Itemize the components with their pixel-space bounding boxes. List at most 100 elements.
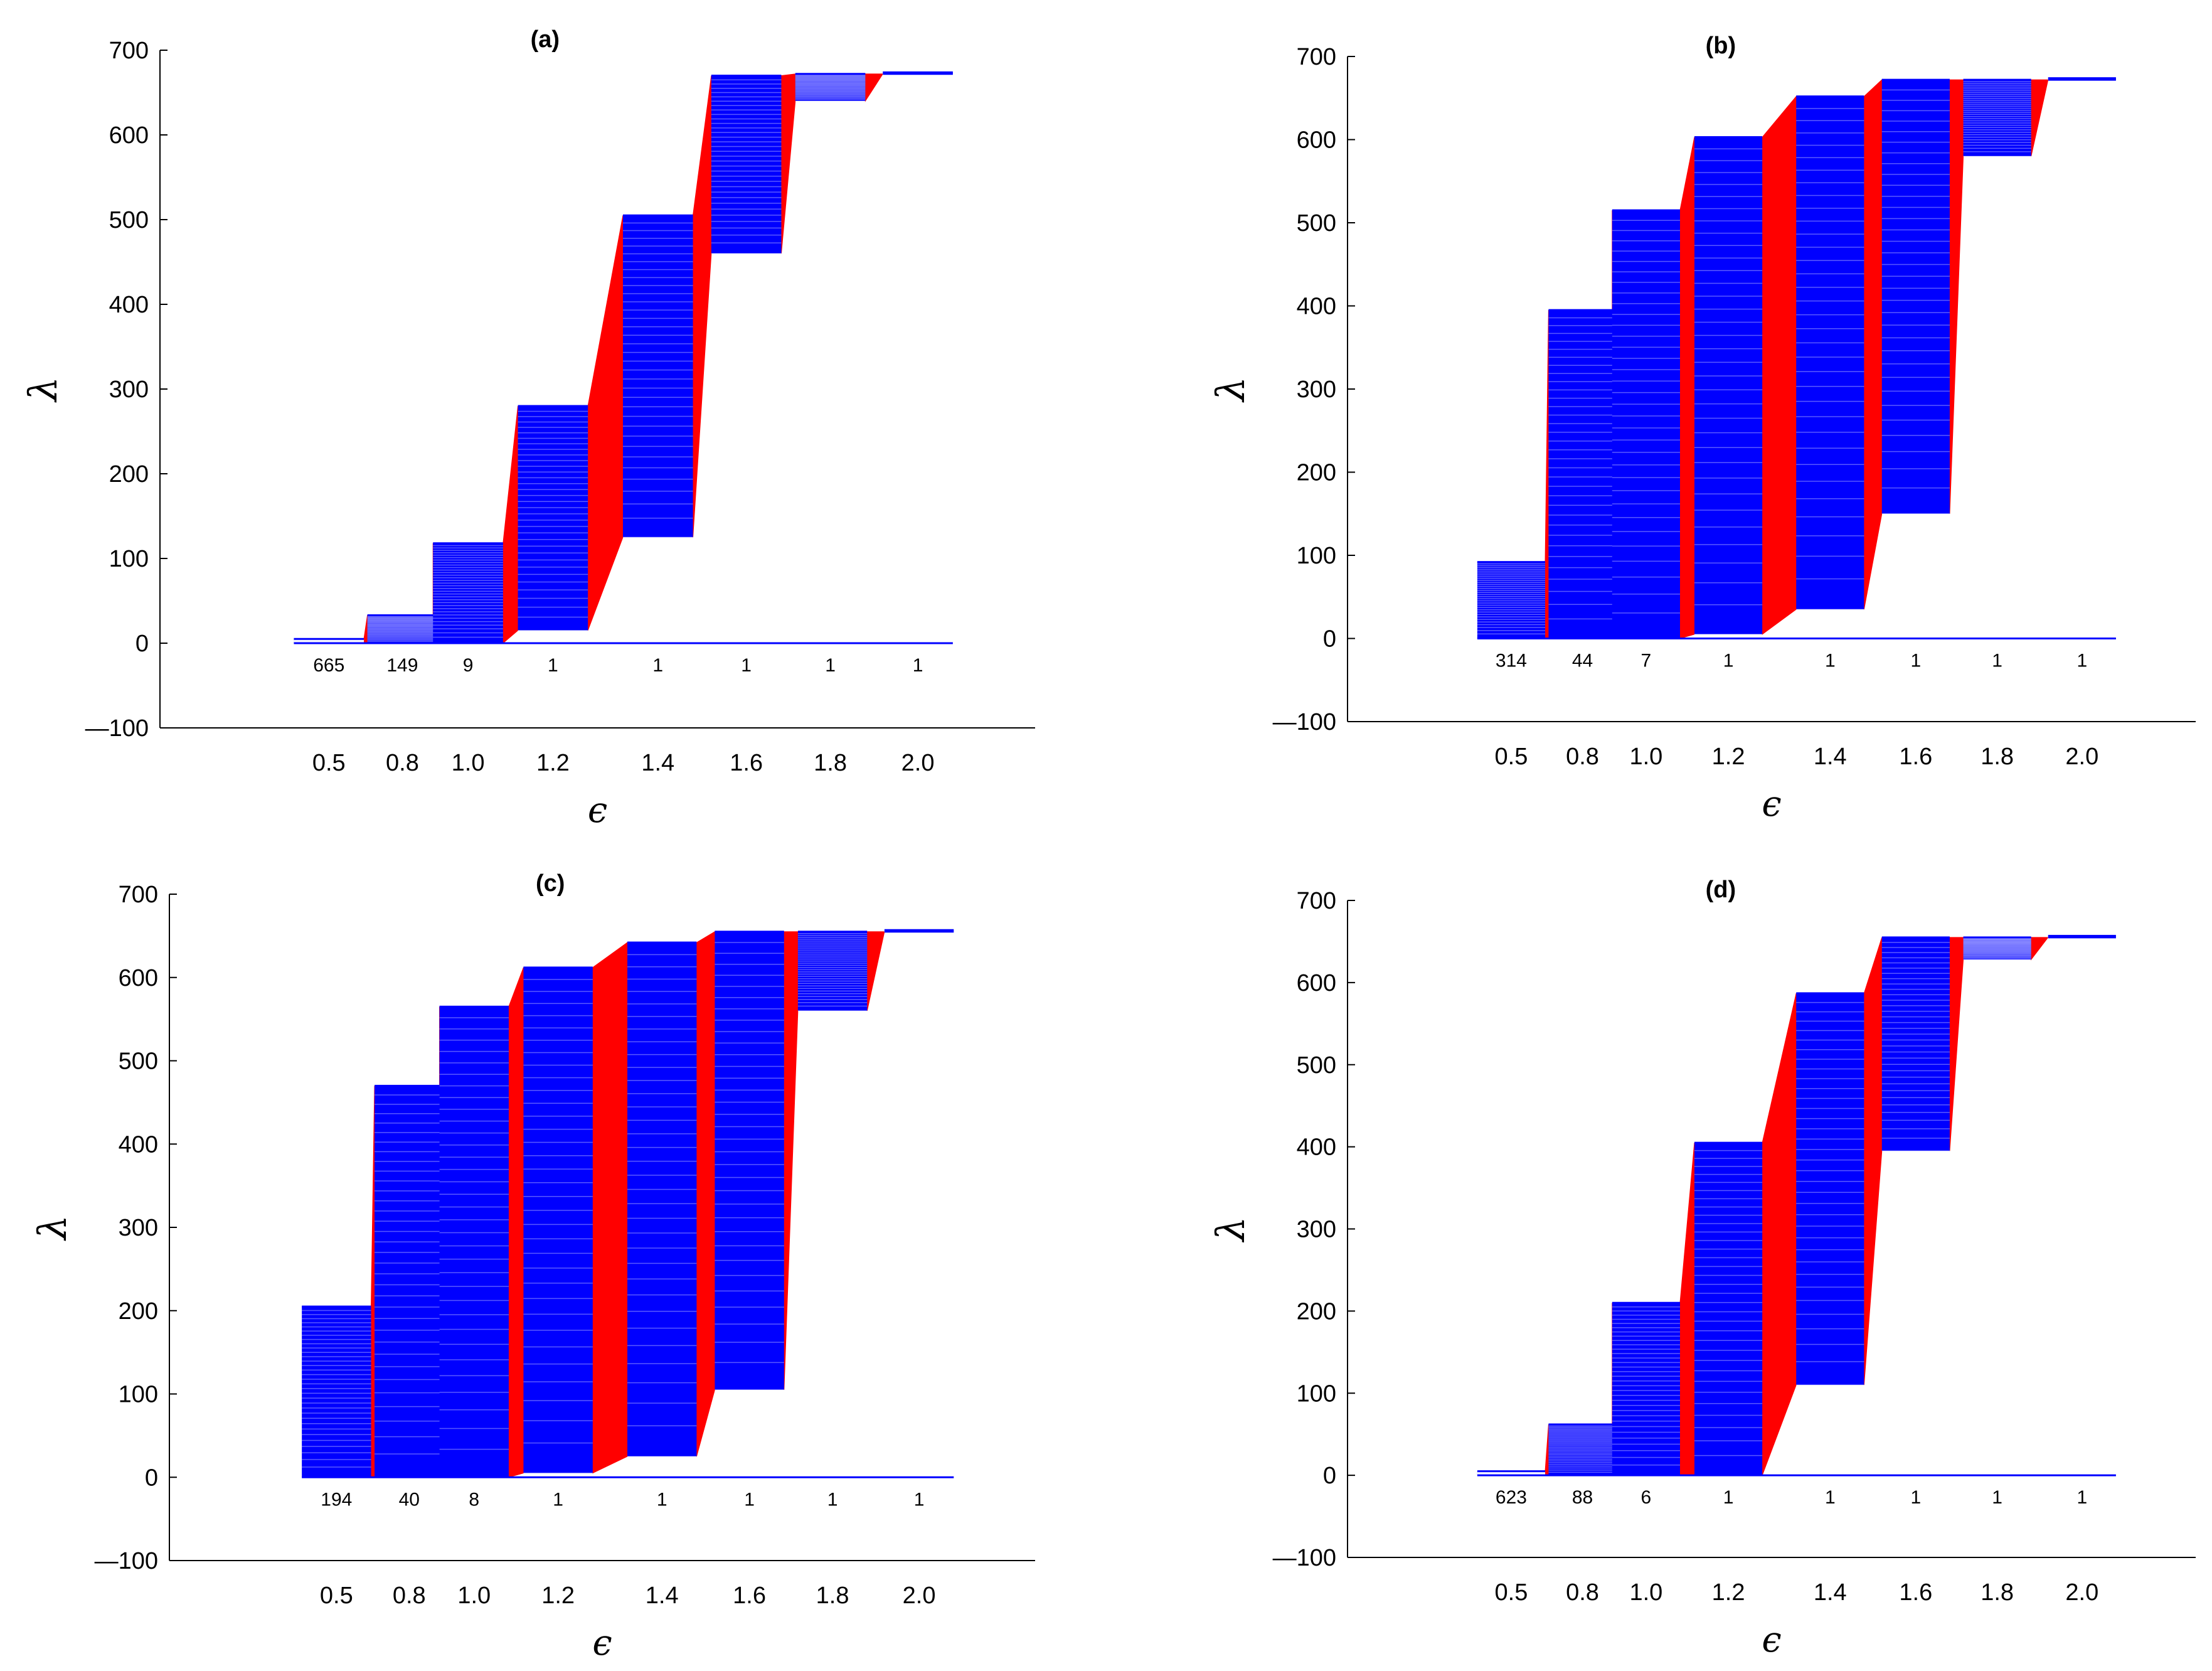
count-label: 8 [469,1489,479,1510]
cluster-band [1796,96,1864,610]
x-tick-label: 1.2 [536,750,570,776]
x-tick-label: 1.8 [1981,744,2014,770]
count-label: 1 [1992,1487,2002,1508]
y-tick-label: 200 [119,1298,158,1325]
cluster-band [883,71,953,74]
count-label: 314 [1496,651,1527,671]
cluster-band [1548,310,1617,639]
y-tick-label: —100 [1273,709,1336,735]
x-tick-label: 1.8 [814,750,847,776]
x-axis-label: ϵ [592,1623,612,1663]
y-tick-label: 600 [1297,970,1336,996]
cluster-band [884,929,954,932]
count-label: 1 [2076,651,2087,671]
x-tick-label: 1.6 [730,750,763,776]
count-label: 1 [1723,651,1734,671]
panel-title: (a) [531,26,560,53]
transition-band [2031,79,2049,157]
count-label: 1 [827,1489,838,1510]
count-label: 88 [1572,1487,1593,1508]
panel-title: (d) [1706,877,1736,903]
count-label: 1 [741,655,752,676]
y-tick-label: 300 [1297,1217,1336,1243]
transition-band [1863,937,1883,1385]
count-label: 7 [1641,651,1652,671]
y-tick-label: —100 [1273,1545,1336,1571]
cluster-band [622,215,693,538]
x-tick-label: 1.0 [452,750,485,776]
count-label: 40 [399,1489,420,1510]
transition-band [696,931,715,1457]
count-label: 1 [548,655,558,676]
transition-band [1863,78,1883,610]
transition-band [1762,95,1797,635]
cluster-band [1963,80,2031,156]
count-label: 44 [1572,651,1593,671]
cluster-band [439,1006,509,1478]
cluster-band [1796,993,1864,1385]
y-tick-label: 700 [109,38,149,64]
transition-band [502,405,519,644]
x-axis-label: ϵ [588,790,607,831]
x-tick-label: 1.6 [733,1583,766,1609]
x-tick-label: 0.8 [1566,744,1599,770]
cluster-band [1612,210,1680,639]
cluster-band [1963,937,2031,960]
count-label: 6 [1641,1487,1652,1508]
transition-band [866,931,885,1011]
chart-panel-2: —100 0 100 200 300 400 500 600 700 0.5 0.8 1.0 1.2 1.… [1208,33,2196,825]
count-label: 1 [1825,651,1836,671]
cluster-band [1881,937,1950,1151]
chart-panel-4: —100 0 100 200 300 400 500 600 700 0.5 0.8 1.0 1.2 1.… [1208,877,2196,1660]
chart-panel-1: —100 0 100 200 300 400 500 600 700 0.5 0.8 1.0 1.2 1.… [20,26,1035,831]
count-label: 1 [652,655,663,676]
count-label: 1 [1825,1487,1836,1508]
y-tick-label: 700 [1297,888,1336,914]
x-tick-label: 1.2 [1712,1579,1745,1606]
cluster-band [2048,934,2116,937]
count-label: 665 [313,655,344,676]
y-tick-label: 500 [109,207,149,233]
cluster-band [1881,80,1950,514]
y-tick-label: 300 [1297,376,1336,403]
y-tick-label: 700 [1297,44,1336,70]
y-tick-label: 100 [1297,1380,1336,1407]
transition-band [1545,1424,1549,1476]
x-tick-label: 1.4 [1814,1579,1847,1606]
y-tick-label: 100 [1297,543,1336,569]
x-tick-label: 1.4 [646,1583,679,1609]
transition-band [508,967,524,1478]
y-tick-label: 200 [109,461,149,488]
x-tick-label: 1.6 [1899,1579,1932,1606]
y-axis-label: λ [29,1215,75,1241]
cluster-band [711,75,782,254]
cluster-band [1477,562,1546,639]
transition-band [1679,1143,1695,1476]
x-tick-label: 1.0 [457,1583,491,1609]
transition-band [587,215,624,631]
y-axis-label: λ [20,376,66,403]
transition-band [780,73,796,254]
y-tick-label: 600 [109,122,149,149]
transition-band [1762,993,1797,1476]
cluster-band [795,73,866,101]
count-label: 1 [913,655,923,676]
cluster-band [627,942,697,1457]
y-tick-label: 500 [119,1049,158,1075]
x-tick-label: 1.6 [1899,744,1932,770]
x-tick-label: 0.5 [1495,744,1528,770]
x-axis-label: ϵ [1762,784,1781,825]
x-tick-label: 0.5 [1495,1579,1528,1606]
y-tick-label: 700 [119,882,158,908]
transition-band [2031,937,2049,961]
y-axis-label: λ [1208,376,1253,403]
x-tick-label: 1.8 [816,1583,849,1609]
cluster-band [715,931,784,1390]
count-label: 1 [744,1489,755,1510]
transition-band [1545,310,1549,639]
y-tick-label: 200 [1297,460,1336,486]
x-tick-label: 0.8 [386,750,419,776]
y-tick-label: 0 [1323,626,1336,653]
count-label: 1 [657,1489,667,1510]
